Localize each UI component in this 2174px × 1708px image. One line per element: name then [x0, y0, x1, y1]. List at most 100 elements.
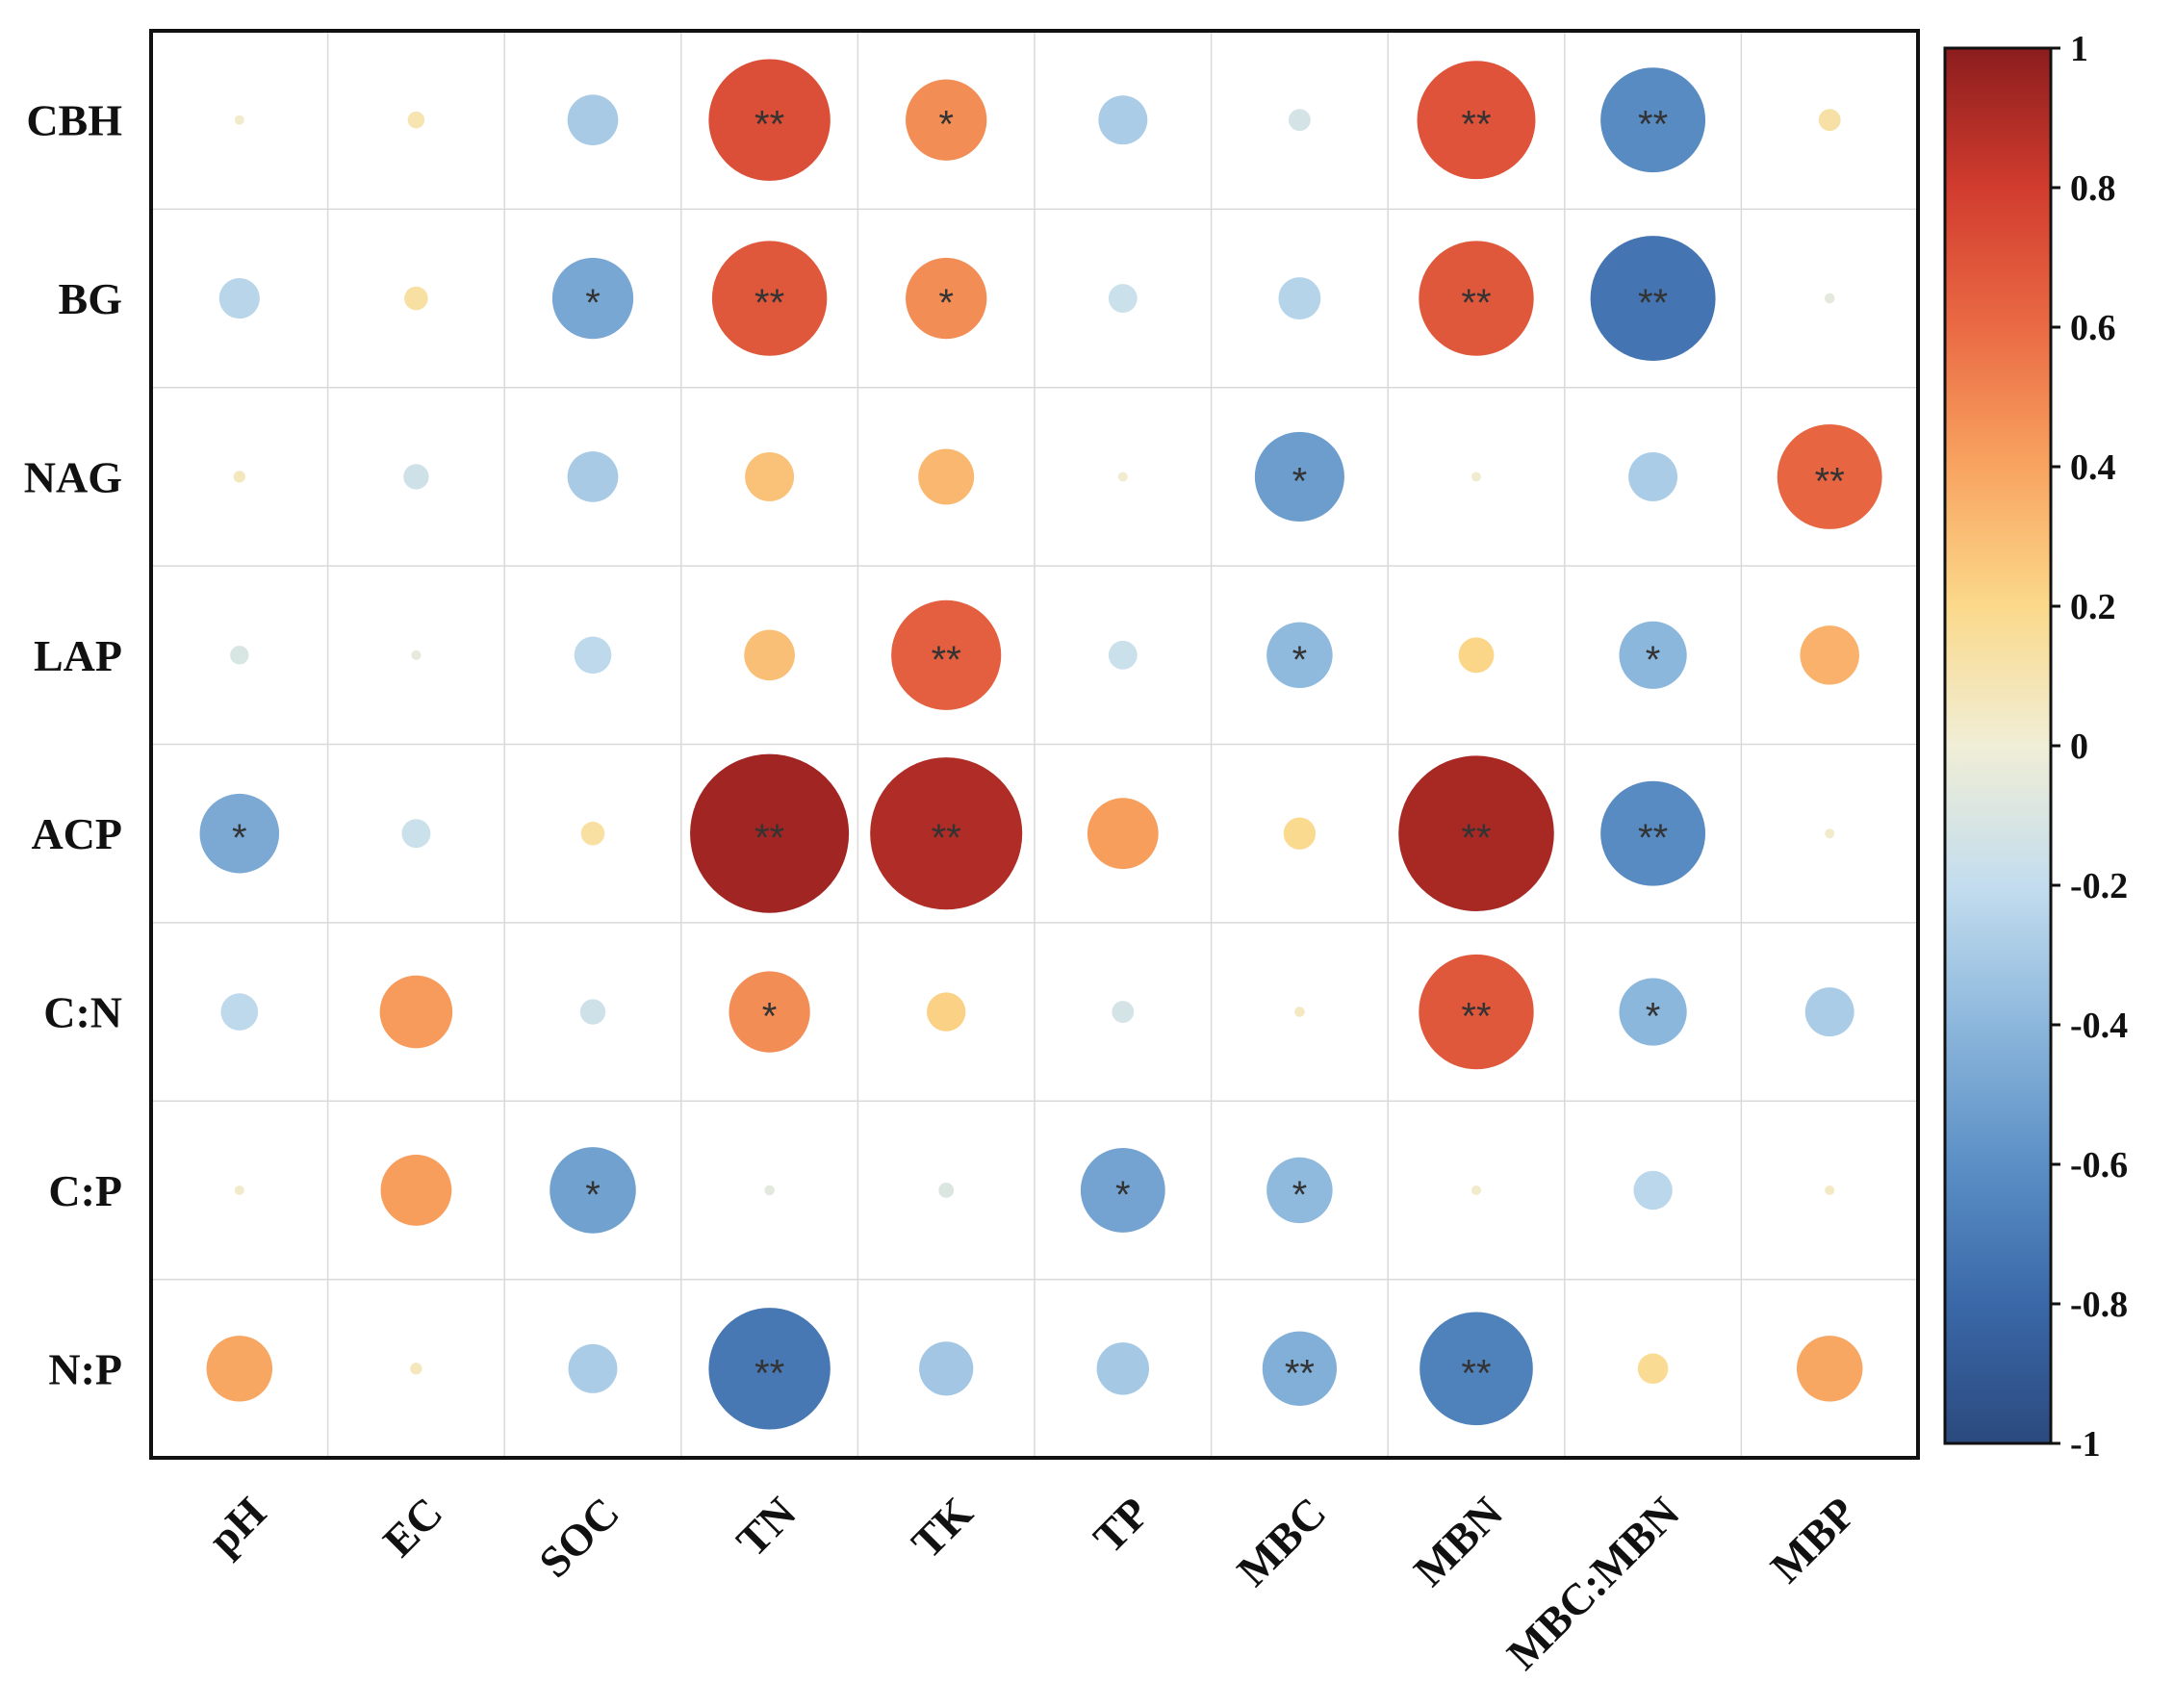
correlation-circle	[206, 1336, 273, 1402]
row-label: CBH	[26, 96, 122, 145]
correlation-circle	[891, 599, 1002, 710]
column-label: TK	[902, 1488, 982, 1568]
correlation-circle	[1800, 625, 1859, 685]
correlation-circle	[407, 111, 425, 129]
correlation-circle	[1628, 451, 1678, 501]
significance-marker: *	[938, 282, 954, 324]
significance-marker: **	[1815, 460, 1845, 502]
colorbar-tick-label: 0.6	[2070, 308, 2116, 348]
significance-marker: **	[932, 817, 961, 859]
correlation-circle	[1108, 640, 1138, 670]
correlation-circle	[411, 650, 422, 660]
column-label: TN	[727, 1488, 805, 1566]
correlation-circle	[1294, 1007, 1305, 1017]
significance-marker: **	[755, 104, 784, 146]
significance-marker: *	[1292, 460, 1308, 502]
significance-marker: *	[1115, 1174, 1131, 1216]
significance-marker: **	[1285, 1352, 1315, 1394]
column-label: SOC	[529, 1488, 628, 1587]
row-labels: CBH BG NAG LAP ACP C:N C:P N:P	[24, 96, 122, 1394]
correlation-circle	[1619, 621, 1687, 689]
colorbar-tick-label: -0.2	[2070, 866, 2128, 906]
correlation-circle	[744, 629, 795, 681]
correlation-circle	[1266, 1157, 1333, 1224]
colorbar-tick-label: 0.4	[2070, 447, 2116, 488]
correlation-circle	[1254, 431, 1344, 522]
correlation-circle	[1619, 978, 1687, 1046]
correlation-circle	[1633, 1170, 1673, 1211]
significance-marker: **	[755, 282, 784, 324]
significance-marker: *	[1646, 996, 1661, 1038]
colorbar-tick-label: -1	[2070, 1424, 2101, 1465]
correlation-circle	[1825, 1185, 1835, 1195]
correlation-circle	[1417, 61, 1536, 180]
correlation-circle	[1818, 109, 1841, 132]
correlation-circle	[745, 451, 795, 501]
significance-marker: **	[1461, 1352, 1491, 1394]
correlation-circle	[1600, 67, 1706, 173]
colorbar-tick-label: 0	[2070, 727, 2088, 767]
correlation-circle	[403, 464, 429, 490]
significance-marker: *	[1646, 639, 1661, 681]
significance-marker: **	[932, 639, 961, 681]
correlation-circle	[234, 115, 244, 125]
correlation-circle	[218, 277, 260, 319]
significance-marker: **	[755, 817, 784, 859]
correlation-circle	[1266, 622, 1333, 689]
significance-marker: *	[585, 282, 601, 324]
correlation-circle	[1804, 987, 1854, 1037]
correlation-circle	[1777, 424, 1882, 529]
correlation-circle	[1419, 241, 1534, 356]
row-label: ACP	[31, 809, 122, 858]
significance-marker: *	[1292, 1174, 1308, 1216]
correlation-circle	[1824, 293, 1835, 304]
correlation-circle	[574, 636, 612, 675]
correlation-circle	[1471, 1185, 1481, 1195]
column-label: TP	[1084, 1488, 1159, 1563]
colorbar-tick-label: -0.4	[2070, 1006, 2128, 1046]
correlation-circle	[1098, 95, 1148, 145]
correlation-circle	[1590, 236, 1716, 362]
colorbar-tick-label: 0.8	[2070, 168, 2116, 209]
correlation-circle	[870, 757, 1023, 910]
significance-marker: **	[1638, 104, 1668, 146]
correlation-circle	[379, 975, 453, 1049]
colorbar-tick-label: 1	[2070, 29, 2088, 69]
correlation-circle	[410, 1363, 422, 1375]
correlation-circle	[1080, 1148, 1165, 1233]
significance-marker: **	[1461, 996, 1491, 1038]
correlation-circle	[919, 1341, 974, 1396]
significance-markers: ** * ** *** ** * ** *** **** * ** ** ** ** *** ** ** * ***…	[232, 104, 1845, 1395]
significance-marker: **	[1461, 817, 1491, 859]
significance-marker: **	[755, 1352, 784, 1394]
significance-marker: *	[762, 996, 778, 1038]
correlation-circle	[1288, 109, 1311, 132]
correlation-circle	[550, 1147, 636, 1234]
correlation-circle	[711, 241, 828, 356]
column-label: MBC	[1228, 1488, 1336, 1595]
correlation-circle	[906, 79, 987, 161]
significance-marker: *	[232, 817, 247, 859]
correlation-circle	[567, 94, 619, 146]
correlation-circle	[551, 257, 634, 340]
significance-marker: *	[1292, 639, 1308, 681]
correlation-circle	[1419, 1312, 1533, 1426]
significance-marker: **	[1638, 817, 1668, 859]
correlation-circle	[1471, 472, 1481, 482]
correlation-circle	[1458, 637, 1495, 674]
correlation-circle	[764, 1185, 775, 1196]
column-label: MBC:MBN	[1497, 1488, 1689, 1679]
row-label: N:P	[48, 1344, 122, 1393]
correlation-circle	[580, 821, 605, 846]
correlation-circles	[199, 59, 1882, 1430]
correlation-circle	[690, 753, 850, 913]
significance-marker: **	[1461, 104, 1491, 146]
significance-marker: **	[1638, 282, 1668, 324]
correlation-circle	[1262, 1331, 1338, 1406]
row-label: C:N	[43, 988, 122, 1037]
colorbar-tick-label: -0.8	[2070, 1285, 2128, 1325]
correlation-circle	[1637, 1353, 1669, 1385]
row-label: C:P	[48, 1166, 122, 1215]
correlation-circle	[918, 448, 975, 505]
colorbar-tick-label: -0.6	[2070, 1145, 2128, 1185]
